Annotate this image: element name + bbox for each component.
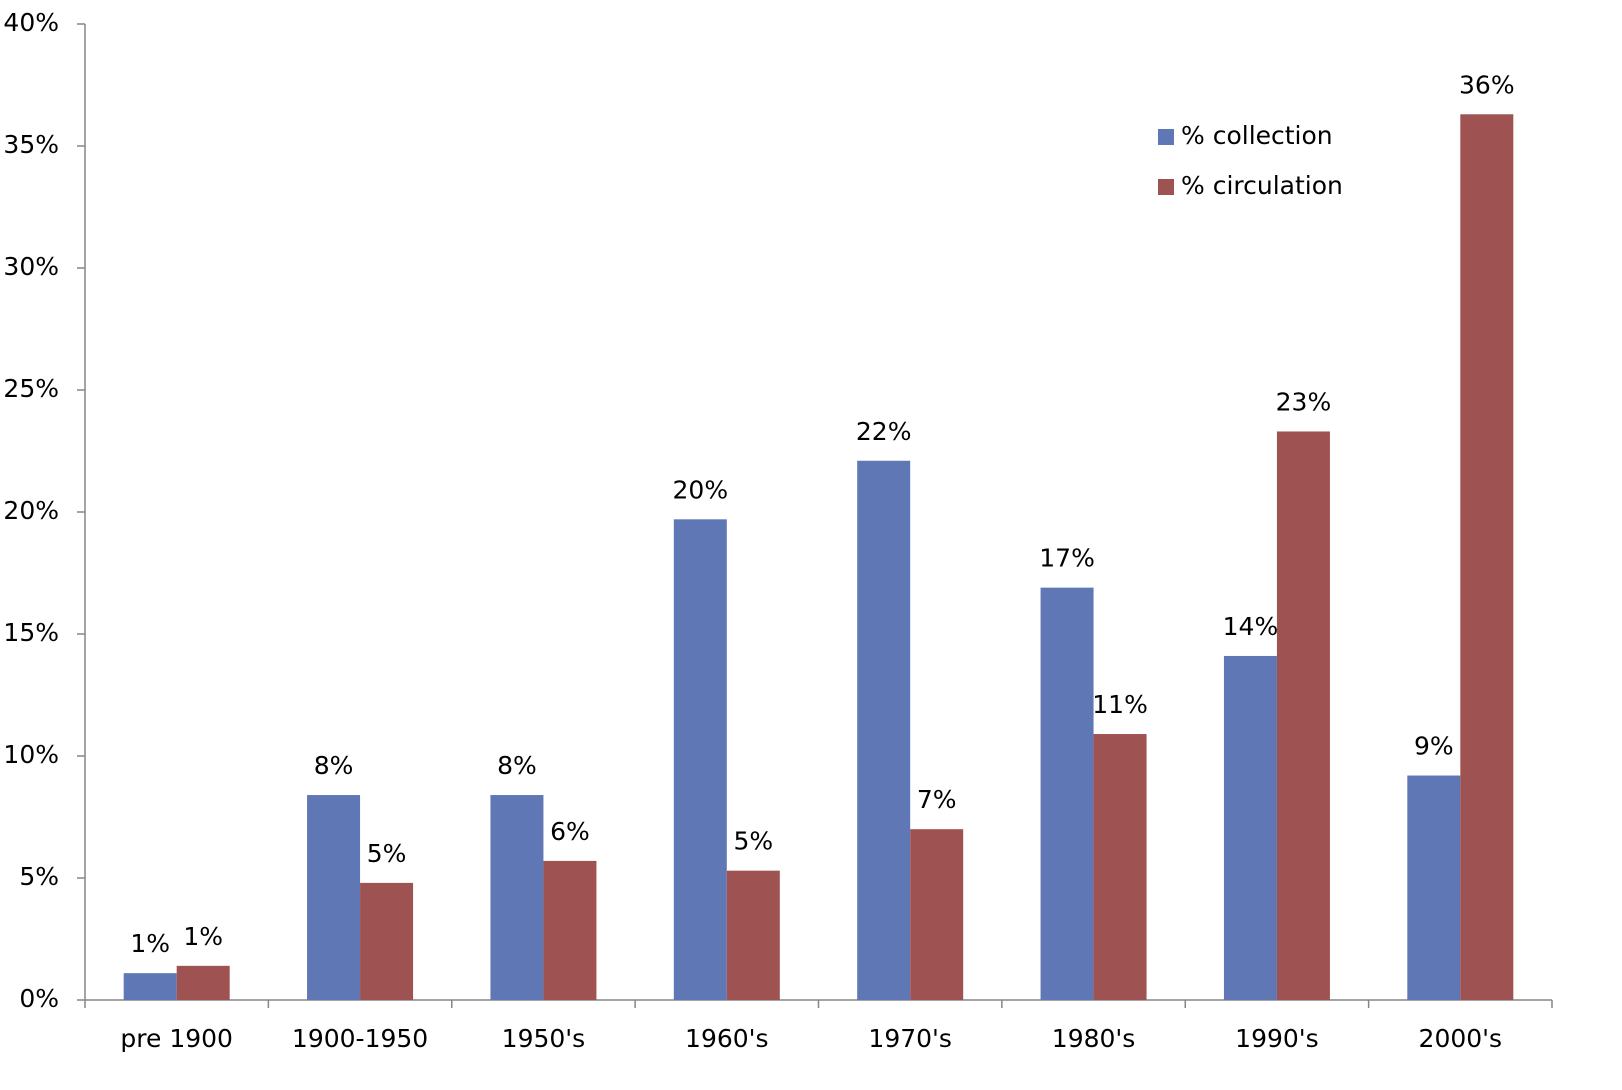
bar bbox=[673, 519, 727, 1000]
bar bbox=[307, 795, 361, 1000]
y-tick-label: 20% bbox=[3, 496, 59, 525]
value-label: 1% bbox=[183, 922, 223, 951]
value-label: 23% bbox=[1276, 387, 1332, 416]
x-tick-label: 1980's bbox=[1052, 1024, 1136, 1053]
x-tick-label: 1990's bbox=[1235, 1024, 1319, 1053]
bar bbox=[176, 965, 230, 1000]
value-label: 1% bbox=[130, 929, 170, 958]
value-label: 8% bbox=[314, 751, 354, 780]
value-label: 36% bbox=[1459, 70, 1515, 99]
bar bbox=[1093, 734, 1147, 1000]
value-label: 5% bbox=[367, 839, 407, 868]
value-label: 20% bbox=[673, 475, 729, 504]
bar bbox=[1223, 655, 1277, 1000]
x-tick-label: 1970's bbox=[868, 1024, 952, 1053]
legend-label: % circulation bbox=[1181, 171, 1343, 200]
y-tick-label: 25% bbox=[3, 374, 59, 403]
value-label: 14% bbox=[1223, 612, 1279, 641]
legend-label: % collection bbox=[1181, 121, 1333, 150]
legend-swatch bbox=[1158, 129, 1174, 145]
bar bbox=[857, 460, 911, 1000]
value-label: 11% bbox=[1092, 690, 1148, 719]
y-tick-label: 5% bbox=[19, 862, 59, 891]
bar bbox=[726, 870, 780, 1000]
bar bbox=[360, 882, 414, 1000]
legend-swatch bbox=[1158, 179, 1174, 195]
y-tick-label: 30% bbox=[3, 252, 59, 281]
y-tick-label: 40% bbox=[3, 8, 59, 37]
bar bbox=[910, 829, 964, 1000]
x-tick-label: 1950's bbox=[502, 1024, 586, 1053]
x-tick-label: 1900-1950 bbox=[292, 1024, 428, 1053]
bar bbox=[1276, 431, 1330, 1001]
value-label: 6% bbox=[550, 817, 590, 846]
y-tick-label: 35% bbox=[3, 130, 59, 159]
x-tick-label: 1960's bbox=[685, 1024, 769, 1053]
bar bbox=[543, 860, 597, 1000]
x-tick-label: pre 1900 bbox=[120, 1024, 233, 1053]
value-label: 5% bbox=[733, 827, 773, 856]
x-tick-label: 2000's bbox=[1419, 1024, 1503, 1053]
bar bbox=[1460, 114, 1514, 1000]
y-tick-label: 15% bbox=[3, 618, 59, 647]
bar bbox=[490, 795, 544, 1000]
value-label: 7% bbox=[917, 785, 957, 814]
bar bbox=[1040, 587, 1094, 1000]
value-label: 9% bbox=[1414, 732, 1454, 761]
y-tick-label: 0% bbox=[19, 984, 59, 1013]
value-label: 17% bbox=[1039, 544, 1095, 573]
y-tick-label: 10% bbox=[3, 740, 59, 769]
value-label: 22% bbox=[856, 417, 912, 446]
bar bbox=[1407, 775, 1461, 1000]
bar bbox=[123, 973, 177, 1000]
value-label: 8% bbox=[497, 751, 537, 780]
